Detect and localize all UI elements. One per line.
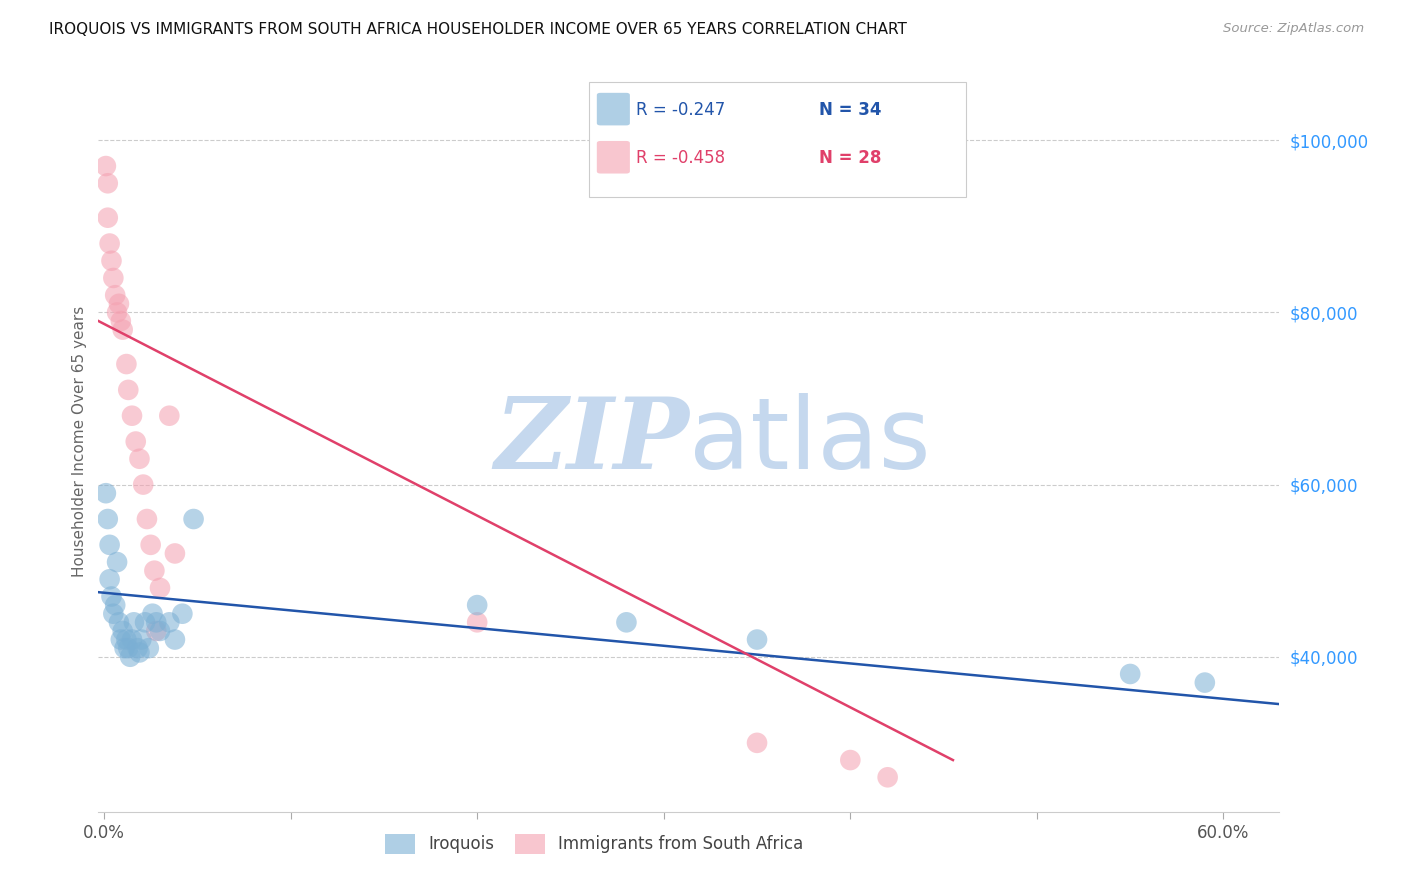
Point xyxy=(149,624,172,638)
Point xyxy=(103,607,125,621)
Point xyxy=(131,632,153,647)
FancyBboxPatch shape xyxy=(596,93,630,126)
Point xyxy=(121,409,143,423)
Text: Source: ZipAtlas.com: Source: ZipAtlas.com xyxy=(1223,22,1364,36)
Text: R = -0.458: R = -0.458 xyxy=(636,149,725,167)
Point xyxy=(128,645,150,659)
Point xyxy=(145,615,167,630)
Point xyxy=(127,641,149,656)
Point xyxy=(111,323,134,337)
Point xyxy=(163,632,186,647)
Point xyxy=(98,236,121,251)
Point xyxy=(97,512,120,526)
Point xyxy=(98,538,121,552)
Point xyxy=(115,632,138,647)
Point xyxy=(139,538,162,552)
Point xyxy=(117,383,139,397)
Point xyxy=(141,607,163,621)
Point xyxy=(115,357,138,371)
Point xyxy=(157,615,180,630)
Point xyxy=(122,615,145,630)
Point xyxy=(97,211,120,225)
Point xyxy=(94,486,117,500)
Point xyxy=(105,555,128,569)
Text: N = 28: N = 28 xyxy=(818,149,882,167)
Point xyxy=(465,598,488,612)
Point xyxy=(745,632,768,647)
Text: ZIP: ZIP xyxy=(494,393,689,490)
Point xyxy=(110,314,132,328)
Point xyxy=(132,477,155,491)
Point xyxy=(114,641,136,656)
Text: R = -0.247: R = -0.247 xyxy=(636,101,725,119)
Text: N = 34: N = 34 xyxy=(818,101,882,119)
Legend: Iroquois, Immigrants from South Africa: Iroquois, Immigrants from South Africa xyxy=(381,829,808,859)
Point xyxy=(465,615,488,630)
Point xyxy=(839,753,862,767)
Point xyxy=(125,434,148,449)
Point xyxy=(121,632,143,647)
Point xyxy=(1119,667,1142,681)
Point xyxy=(143,564,166,578)
Point xyxy=(138,641,160,656)
Point xyxy=(149,581,172,595)
Point xyxy=(103,271,125,285)
Point xyxy=(104,288,127,302)
Point xyxy=(128,451,150,466)
Point xyxy=(100,253,122,268)
Point xyxy=(134,615,156,630)
Point xyxy=(172,607,194,621)
Point xyxy=(616,615,638,630)
Point xyxy=(745,736,768,750)
Point xyxy=(136,512,159,526)
Point xyxy=(94,159,117,173)
Point xyxy=(108,615,131,630)
Point xyxy=(1194,675,1216,690)
FancyBboxPatch shape xyxy=(596,141,630,174)
Point xyxy=(120,649,142,664)
Text: IROQUOIS VS IMMIGRANTS FROM SOUTH AFRICA HOUSEHOLDER INCOME OVER 65 YEARS CORREL: IROQUOIS VS IMMIGRANTS FROM SOUTH AFRICA… xyxy=(49,22,907,37)
Point xyxy=(111,624,134,638)
Point xyxy=(110,632,132,647)
Point xyxy=(97,176,120,190)
Text: atlas: atlas xyxy=(689,393,931,490)
Point xyxy=(108,297,131,311)
Point xyxy=(183,512,205,526)
Y-axis label: Householder Income Over 65 years: Householder Income Over 65 years xyxy=(72,306,87,577)
Point xyxy=(105,305,128,319)
Point xyxy=(145,624,167,638)
Point xyxy=(876,770,898,784)
Point xyxy=(104,598,127,612)
Point xyxy=(157,409,180,423)
Point xyxy=(163,546,186,560)
FancyBboxPatch shape xyxy=(589,82,966,197)
Point xyxy=(100,590,122,604)
Point xyxy=(117,641,139,656)
Point xyxy=(98,572,121,586)
